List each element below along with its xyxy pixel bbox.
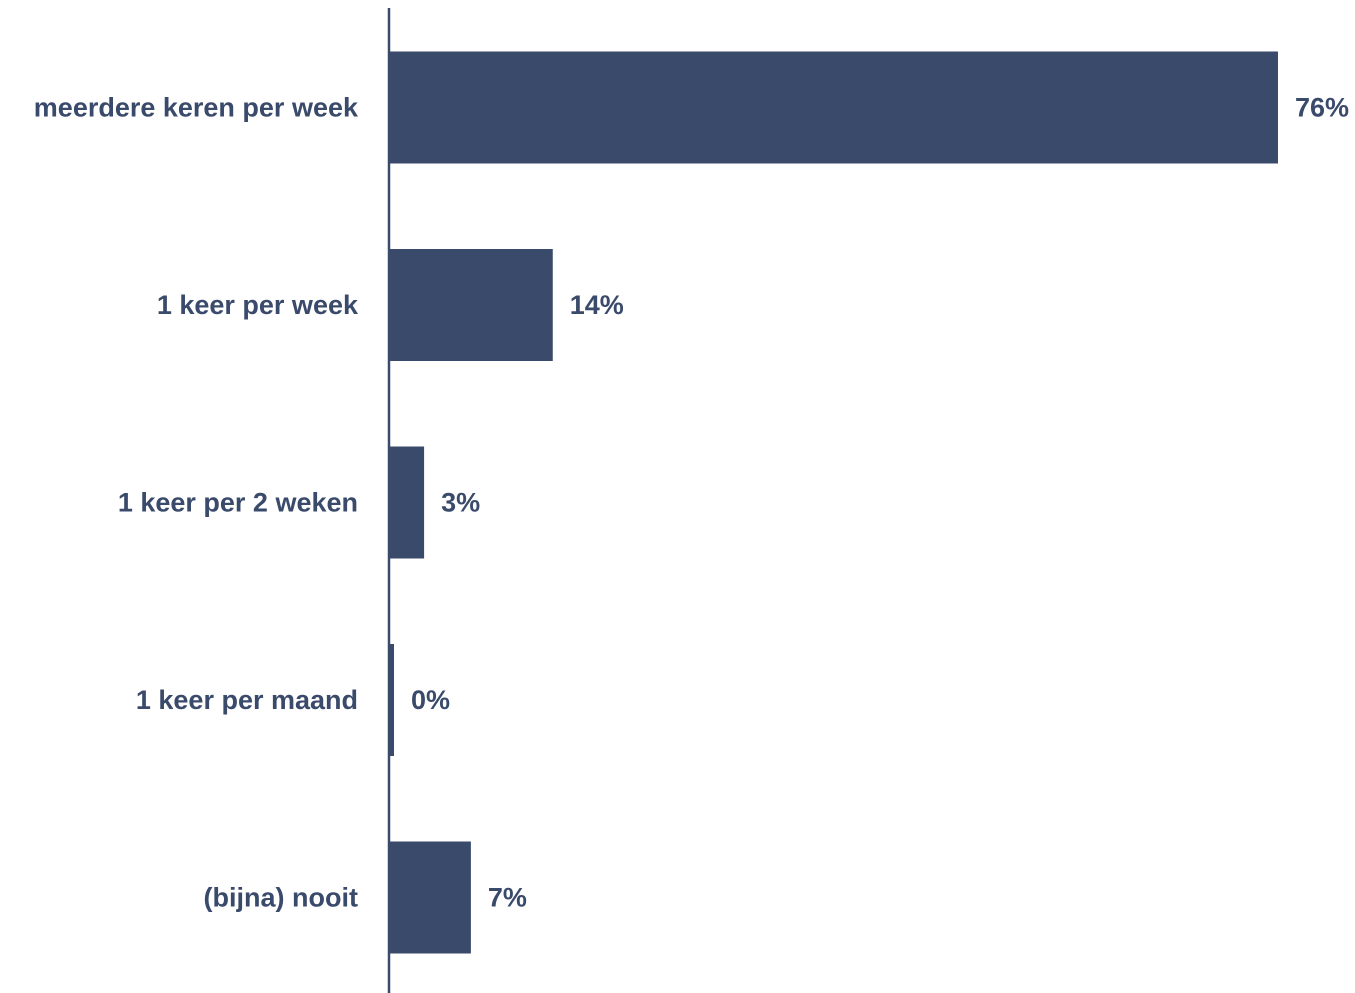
category-label: (bijna) nooit xyxy=(204,883,358,913)
bar xyxy=(389,249,553,361)
category-label: 1 keer per week xyxy=(157,290,359,320)
bar xyxy=(389,446,425,559)
value-labels-group: 76% 14% 3% 0% 7% xyxy=(411,93,1349,913)
bar xyxy=(389,51,1278,164)
category-label: 1 keer per 2 weken xyxy=(118,488,358,518)
category-labels-group: meerdere keren per week 1 keer per week 1 … xyxy=(34,93,359,913)
value-label: 0% xyxy=(411,685,450,715)
value-label: 7% xyxy=(488,883,527,913)
bar xyxy=(389,644,394,756)
category-label: meerdere keren per week xyxy=(34,93,359,123)
bar xyxy=(389,841,471,954)
value-label: 3% xyxy=(441,488,480,518)
bars-group xyxy=(389,51,1278,954)
value-label: 76% xyxy=(1295,93,1349,123)
category-label: 1 keer per maand xyxy=(136,685,358,715)
value-label: 14% xyxy=(570,290,624,320)
